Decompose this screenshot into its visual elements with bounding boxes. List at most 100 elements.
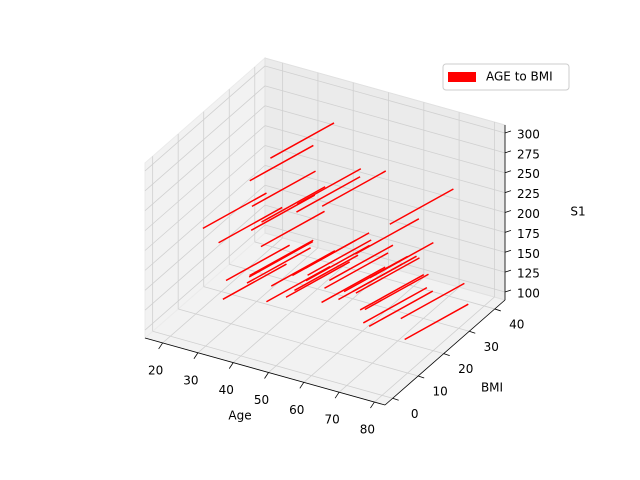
quiver-segment	[343, 255, 409, 293]
x-axis	[144, 337, 386, 406]
z-tick-label: 200	[517, 207, 540, 221]
quiver-segment	[248, 240, 314, 278]
grid-line	[197, 247, 319, 354]
z-tick-label: 175	[517, 227, 540, 241]
grid-line	[144, 125, 266, 231]
tick-mark	[392, 397, 399, 401]
quiver-segment	[355, 257, 420, 294]
quiver-segment	[296, 176, 361, 213]
tick-mark	[370, 401, 375, 409]
quiver-segment	[249, 144, 314, 182]
quiver-segment	[218, 206, 283, 244]
tick-mark	[334, 391, 340, 399]
tick-mark	[418, 375, 425, 379]
grid-line	[144, 65, 266, 172]
z-tick-label: 150	[517, 247, 540, 261]
grid-line	[144, 105, 266, 212]
z-tick-label: 300	[517, 127, 540, 141]
quiver-segment	[222, 263, 287, 300]
y-axis-label: BMI	[481, 381, 503, 395]
quiver-segment	[266, 265, 331, 303]
quiver-segment	[270, 122, 335, 159]
grid-line	[264, 204, 506, 273]
legend-label: AGE to BMI	[486, 70, 553, 84]
grid-line	[264, 184, 506, 253]
quiver-segment	[338, 263, 403, 301]
quiver-segment	[249, 239, 314, 277]
quiver-segment	[400, 282, 465, 320]
quiver-segment	[359, 274, 425, 311]
quiver-segment	[362, 286, 428, 324]
y-tick-label: 30	[484, 340, 499, 354]
legend-box	[442, 63, 570, 91]
grid-line	[374, 296, 495, 403]
quiver-segment	[294, 254, 359, 292]
grid-line	[229, 263, 470, 332]
x-tick-label: 60	[289, 403, 304, 417]
z-tick-label: 250	[517, 167, 540, 181]
quiver-segment	[251, 170, 316, 208]
quiver-segment	[305, 232, 370, 269]
y-tick-label: 0	[411, 407, 419, 421]
y-tick-label: 10	[433, 384, 448, 398]
z-tick-label: 275	[517, 147, 540, 161]
z-tick-label: 225	[517, 187, 540, 201]
grid-line	[152, 330, 393, 399]
quiver-segment	[404, 303, 469, 341]
grid-line	[264, 145, 506, 213]
quiver-segment	[261, 186, 326, 223]
grid-line	[144, 224, 266, 331]
quiver-segment	[225, 244, 290, 282]
tick-mark	[504, 210, 512, 213]
x-axis-label: Age	[228, 409, 251, 423]
quiver-segment	[270, 250, 336, 287]
x-tick-label: 20	[148, 363, 163, 377]
tick-mark	[469, 330, 476, 334]
y-tick-label: 40	[509, 317, 524, 331]
quiver-segment	[260, 210, 325, 248]
tick-mark	[504, 230, 512, 233]
tick-mark	[504, 190, 512, 193]
z-axis-label: S1	[570, 205, 585, 219]
grid-line	[232, 257, 354, 363]
x-tick-label: 40	[219, 383, 234, 397]
grid-line	[144, 85, 266, 192]
tick-mark	[504, 150, 512, 154]
tick-mark	[193, 352, 199, 360]
grid-line	[144, 145, 266, 251]
grid-line	[144, 165, 266, 271]
legend-swatch	[448, 72, 476, 82]
grid-line	[264, 65, 506, 134]
y-tick-label: 20	[458, 362, 473, 376]
grid-line	[264, 85, 506, 154]
x-tick-label: 80	[360, 423, 375, 437]
quiver-segment	[321, 170, 387, 207]
grid-line	[144, 204, 266, 311]
x-tick-label: 30	[183, 373, 198, 387]
tick-mark	[228, 362, 234, 369]
grid-line	[264, 125, 506, 193]
tick-mark	[158, 342, 163, 350]
y-axis	[384, 299, 506, 406]
quiver-segment	[324, 252, 389, 289]
tick-mark	[494, 308, 501, 312]
tick-mark	[443, 353, 450, 356]
grid-line	[162, 237, 283, 344]
grid-line	[264, 105, 506, 174]
grid-line	[338, 286, 460, 393]
quiver-segment	[307, 239, 372, 276]
grid-line	[303, 277, 425, 383]
grid-line	[144, 184, 266, 291]
tick-mark	[504, 269, 512, 273]
quiver-segment	[389, 188, 454, 225]
z-tick-label: 100	[517, 287, 540, 301]
grid-line	[268, 267, 389, 373]
quiver-segment	[246, 247, 311, 284]
grid-line	[203, 286, 444, 355]
x-tick-label: 50	[254, 393, 269, 407]
quiver-segment	[305, 244, 370, 282]
tick-mark	[504, 289, 512, 293]
tick-mark	[504, 130, 512, 134]
quiver-segment	[202, 192, 267, 230]
